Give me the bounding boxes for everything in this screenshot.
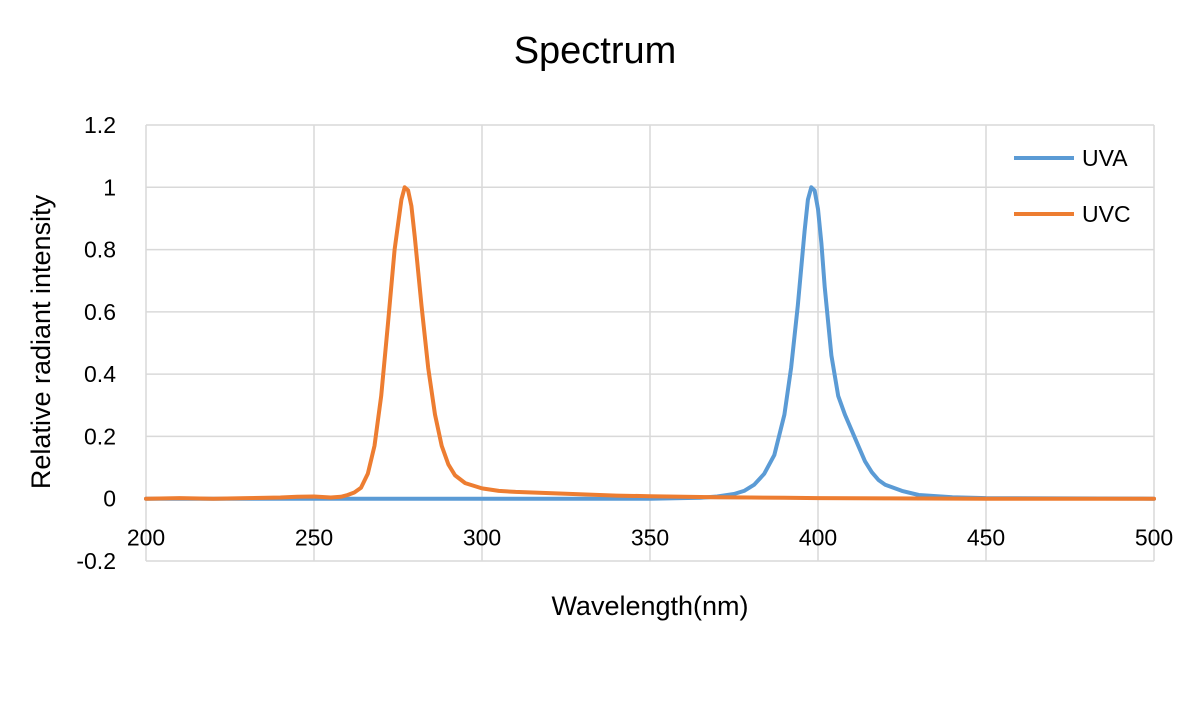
grid — [145, 124, 1155, 562]
y-tick-label: 1 — [103, 174, 116, 200]
legend-label-uva: UVA — [1082, 145, 1128, 171]
x-tick-label: 400 — [799, 525, 837, 551]
x-axis-label: Wavelength(nm) — [551, 591, 748, 621]
y-axis-label: Relative radiant intensity — [26, 194, 56, 489]
x-tick-label: 350 — [631, 525, 669, 551]
x-tick-label: 200 — [127, 525, 165, 551]
y-tick-label: -0.2 — [76, 548, 116, 574]
y-tick-label: 0.2 — [84, 423, 116, 449]
series-layer — [144, 185, 1156, 501]
y-tick-label: 0.4 — [84, 361, 116, 387]
y-tick-label: 0 — [103, 486, 116, 512]
chart-title: Spectrum — [514, 30, 677, 72]
legend-label-uvc: UVC — [1082, 201, 1131, 227]
x-tick-label: 500 — [1135, 525, 1173, 551]
series-line-uva — [144, 185, 1156, 501]
y-tick-label: 0.6 — [84, 299, 116, 325]
x-tick-label: 250 — [295, 525, 333, 551]
tick-labels: -0.2 0 0.2 0.4 0.6 0.8 1 1.2 200 250 300 350 400 450 5… — [76, 112, 1173, 574]
y-tick-label: 1.2 — [84, 112, 116, 138]
y-tick-label: 0.8 — [84, 237, 116, 263]
legend: UVA UVC — [1014, 145, 1131, 227]
x-tick-label: 300 — [463, 525, 501, 551]
x-tick-label: 450 — [967, 525, 1005, 551]
series-line-uvc — [144, 185, 1156, 501]
